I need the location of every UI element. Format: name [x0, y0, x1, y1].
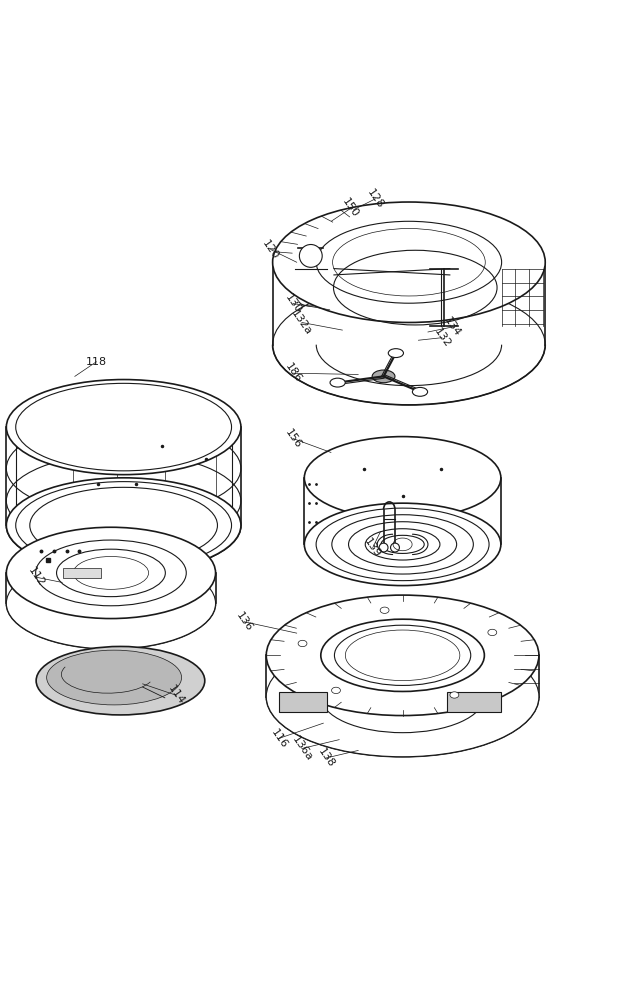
- Text: 132a: 132a: [290, 308, 314, 337]
- Ellipse shape: [16, 383, 231, 471]
- Ellipse shape: [372, 370, 395, 383]
- Ellipse shape: [379, 543, 388, 552]
- Text: 156: 156: [283, 427, 303, 450]
- Ellipse shape: [36, 646, 205, 715]
- Ellipse shape: [47, 650, 181, 705]
- Ellipse shape: [273, 202, 545, 322]
- Text: 136a: 136a: [290, 734, 314, 763]
- Ellipse shape: [36, 540, 186, 606]
- Ellipse shape: [388, 349, 403, 358]
- Ellipse shape: [316, 221, 501, 303]
- Ellipse shape: [299, 244, 322, 267]
- Ellipse shape: [266, 636, 539, 757]
- Ellipse shape: [298, 640, 307, 647]
- Text: 130: 130: [283, 292, 303, 315]
- Ellipse shape: [332, 687, 340, 694]
- Text: 150: 150: [340, 197, 361, 220]
- Text: 186: 186: [283, 362, 303, 385]
- Ellipse shape: [391, 543, 399, 552]
- Text: 138: 138: [316, 747, 336, 770]
- Ellipse shape: [74, 556, 148, 589]
- Ellipse shape: [273, 284, 545, 405]
- Text: 132: 132: [432, 326, 452, 349]
- Ellipse shape: [6, 380, 241, 475]
- Ellipse shape: [488, 629, 497, 636]
- FancyBboxPatch shape: [447, 692, 501, 712]
- Text: 118: 118: [86, 357, 107, 367]
- Text: 134: 134: [443, 315, 463, 338]
- Text: 136: 136: [234, 610, 254, 633]
- Ellipse shape: [6, 527, 216, 619]
- Ellipse shape: [6, 558, 216, 649]
- Ellipse shape: [321, 619, 484, 691]
- FancyBboxPatch shape: [279, 692, 327, 712]
- Ellipse shape: [333, 229, 485, 296]
- Ellipse shape: [30, 487, 217, 563]
- Text: 114: 114: [166, 684, 186, 707]
- Text: 128: 128: [365, 187, 385, 210]
- Text: 120: 120: [261, 238, 281, 261]
- Ellipse shape: [56, 549, 165, 597]
- Ellipse shape: [330, 378, 346, 387]
- Ellipse shape: [6, 478, 241, 573]
- Text: 112: 112: [27, 566, 47, 589]
- Ellipse shape: [266, 595, 539, 716]
- Text: 139: 139: [363, 536, 383, 559]
- Ellipse shape: [16, 482, 231, 569]
- Ellipse shape: [412, 387, 427, 396]
- Ellipse shape: [304, 437, 501, 519]
- Ellipse shape: [450, 692, 459, 698]
- Text: 116: 116: [269, 727, 289, 750]
- Bar: [63, 568, 101, 578]
- Ellipse shape: [380, 607, 389, 613]
- Ellipse shape: [304, 503, 501, 586]
